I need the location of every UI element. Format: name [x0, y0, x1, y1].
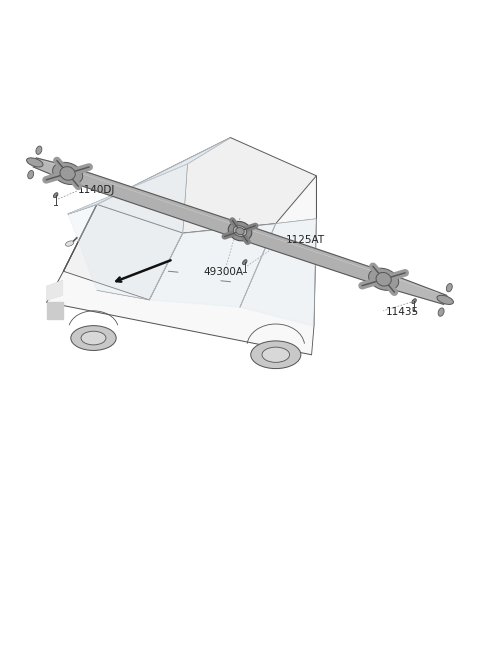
- Ellipse shape: [53, 162, 83, 185]
- Ellipse shape: [412, 299, 416, 304]
- Ellipse shape: [233, 226, 247, 237]
- Polygon shape: [47, 137, 316, 355]
- Polygon shape: [238, 224, 386, 286]
- Polygon shape: [240, 219, 316, 326]
- Polygon shape: [47, 302, 63, 319]
- Ellipse shape: [262, 347, 289, 363]
- Text: 11435: 11435: [385, 307, 419, 317]
- Ellipse shape: [437, 295, 454, 304]
- Ellipse shape: [28, 170, 34, 179]
- Text: 1140DJ: 1140DJ: [78, 185, 115, 195]
- Polygon shape: [97, 137, 316, 233]
- Ellipse shape: [242, 260, 247, 265]
- Polygon shape: [149, 223, 276, 307]
- Text: 1125AT: 1125AT: [285, 235, 324, 245]
- Polygon shape: [381, 273, 447, 304]
- Polygon shape: [63, 204, 183, 300]
- Ellipse shape: [81, 331, 106, 345]
- Ellipse shape: [251, 341, 301, 369]
- Polygon shape: [65, 166, 242, 238]
- Text: 49300A: 49300A: [204, 267, 243, 277]
- Ellipse shape: [228, 221, 252, 241]
- Ellipse shape: [71, 326, 116, 350]
- Polygon shape: [33, 158, 70, 180]
- Ellipse shape: [65, 241, 74, 246]
- Polygon shape: [47, 281, 62, 300]
- Ellipse shape: [53, 193, 58, 198]
- Ellipse shape: [369, 268, 399, 290]
- Ellipse shape: [60, 167, 75, 180]
- Ellipse shape: [376, 273, 391, 286]
- Ellipse shape: [36, 146, 42, 154]
- Ellipse shape: [26, 158, 43, 167]
- Polygon shape: [68, 164, 188, 300]
- Ellipse shape: [446, 283, 452, 292]
- Ellipse shape: [438, 308, 444, 316]
- Ellipse shape: [236, 227, 244, 235]
- Polygon shape: [68, 137, 230, 214]
